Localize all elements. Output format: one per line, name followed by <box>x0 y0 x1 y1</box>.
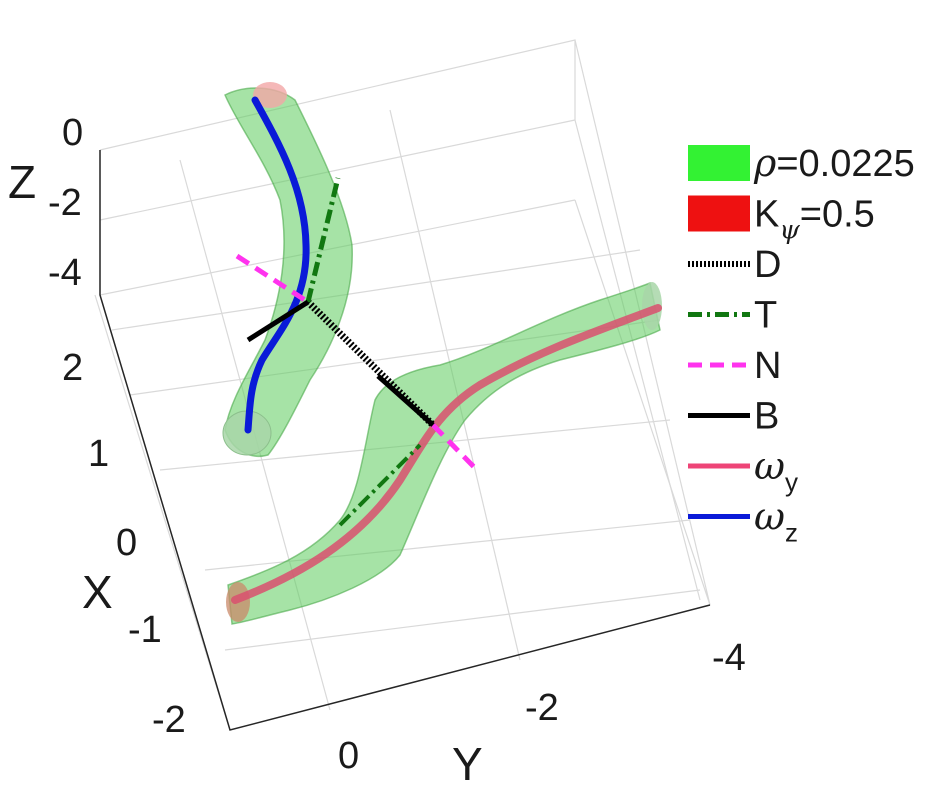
lower-tube <box>226 281 662 625</box>
frame-vectors <box>235 177 477 470</box>
x-axis-label: X <box>82 566 113 618</box>
z-tick-label: 0 <box>62 112 83 154</box>
T-vector <box>305 177 341 303</box>
legend-label-wy: ωy <box>754 444 798 497</box>
upper-tube <box>222 82 353 457</box>
lower-tube-surface <box>227 281 661 625</box>
x-tick-label: -2 <box>152 699 186 741</box>
z-axis-label: Z <box>8 156 36 208</box>
legend-swatch-rho <box>688 145 750 181</box>
B-vector-lower <box>376 374 435 427</box>
legend-label-wz: ωz <box>754 495 798 548</box>
axis-frame <box>99 150 711 731</box>
legend-label-N: N <box>754 345 781 387</box>
omega-z-curve <box>244 96 310 434</box>
x-tick-label: 1 <box>88 433 109 475</box>
omega-y-curve <box>231 304 662 604</box>
legend-swatch-kpsi <box>688 195 750 232</box>
x-tick-label: -1 <box>128 609 162 651</box>
N-vector-upper <box>235 253 310 305</box>
legend-label-T: T <box>754 295 777 337</box>
y-axis-label: Y <box>452 738 483 790</box>
upper-tube-surface <box>224 87 353 457</box>
x-axis-ticks: 2 1 0 -1 -2 <box>62 347 186 741</box>
y-tick-label: -2 <box>525 687 559 729</box>
lower-tube-T-vector <box>338 443 422 527</box>
z-axis-ticks: 0 -2 -4 <box>48 112 83 294</box>
legend-label-B: B <box>754 396 779 438</box>
D-vector <box>305 299 436 428</box>
x-tick-label: 2 <box>62 347 83 389</box>
legend-label-rho: ρ=0.0225 <box>753 141 915 185</box>
z-tick-label: -2 <box>48 182 82 224</box>
legend-label-D: D <box>754 244 781 286</box>
x-tick-label: 0 <box>116 522 137 564</box>
y-axis-ticks: 0 -2 -4 <box>338 637 746 777</box>
legend-label-kpsi: Kψ=0.5 <box>754 194 875 246</box>
y-tick-label: 0 <box>338 735 359 777</box>
B-vector-upper <box>246 299 310 343</box>
z-tick-label: -4 <box>48 252 82 294</box>
y-tick-label: -4 <box>712 637 746 679</box>
upper-tube-top-cap <box>253 82 287 108</box>
N-vector-lower <box>431 423 477 470</box>
